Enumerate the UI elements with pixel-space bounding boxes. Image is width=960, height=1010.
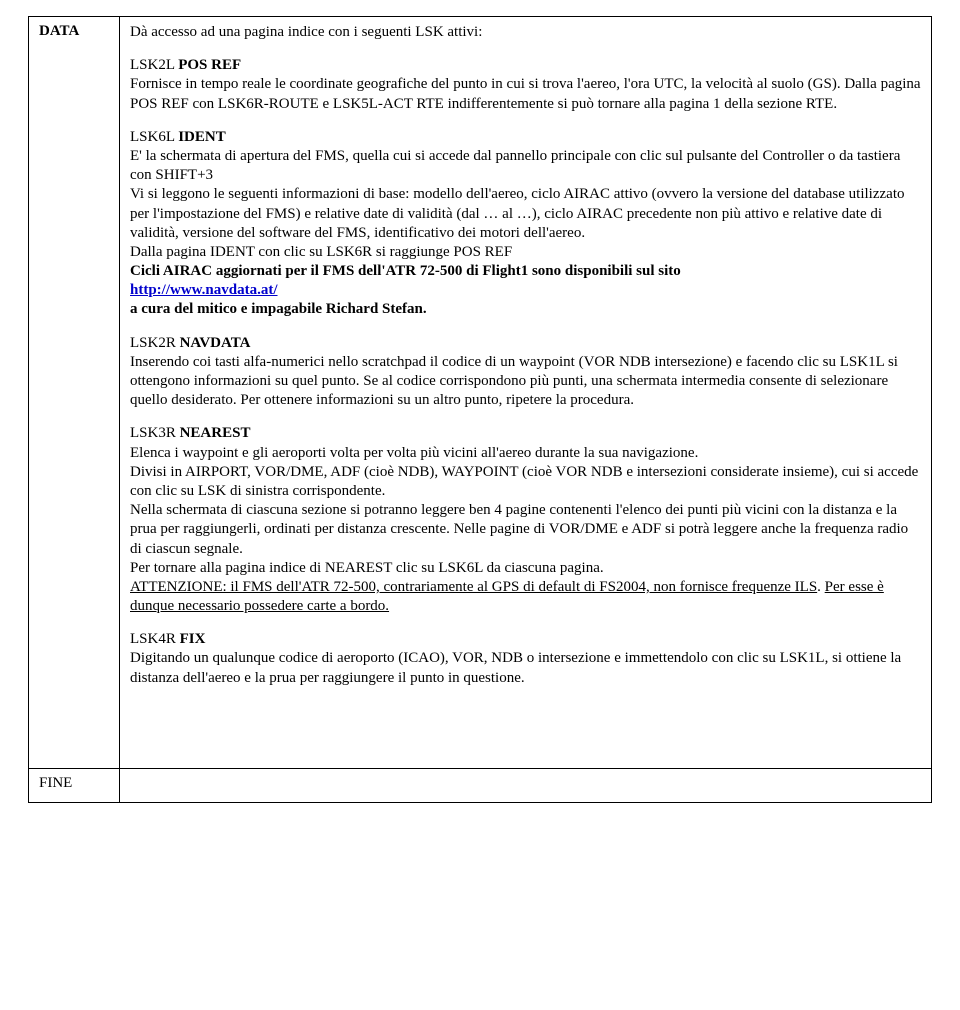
fine-body-cell: [120, 768, 932, 802]
section-title: POS REF: [178, 57, 241, 73]
section-code: LSK6L: [130, 129, 178, 145]
section-body: E' la schermata di apertura del FMS, que…: [130, 147, 921, 185]
section-body: Inserendo coi tasti alfa-numerici nello …: [130, 353, 921, 411]
section-title: FIX: [180, 631, 206, 647]
section-code: LSK3R: [130, 425, 180, 441]
section-body: Per tornare alla pagina indice di NEARES…: [130, 559, 921, 578]
section-code: LSK2L: [130, 57, 178, 73]
section-heading: LSK2R NAVDATA: [130, 334, 921, 353]
section-code: LSK2R: [130, 335, 180, 351]
spacer: [130, 688, 921, 758]
section-warning: ATTENZIONE: il FMS dell'ATR 72-500, cont…: [130, 578, 921, 616]
data-row: DATA Dà accesso ad una pagina indice con…: [29, 17, 932, 769]
section-body: Dalla pagina IDENT con clic su LSK6R si …: [130, 243, 921, 262]
section-title: NAVDATA: [180, 335, 251, 351]
fine-label: FINE: [39, 775, 72, 791]
fine-label-cell: FINE: [29, 768, 120, 802]
section-posref: LSK2L POS REF Fornisce in tempo reale le…: [130, 56, 921, 114]
fine-row: FINE: [29, 768, 932, 802]
warning-underline: ATTENZIONE: il FMS dell'ATR 72-500, cont…: [130, 579, 817, 595]
section-ident: LSK6L IDENT E' la schermata di apertura …: [130, 128, 921, 320]
section-heading: LSK6L IDENT: [130, 128, 921, 147]
row-label: DATA: [39, 23, 79, 39]
page: DATA Dà accesso ad una pagina indice con…: [0, 0, 960, 819]
section-bold-line2: a cura del mitico e impagabile Richard S…: [130, 300, 921, 319]
section-title: IDENT: [178, 129, 226, 145]
row-body-cell: Dà accesso ad una pagina indice con i se…: [120, 17, 932, 769]
section-navdata: LSK2R NAVDATA Inserendo coi tasti alfa-n…: [130, 334, 921, 411]
section-code: LSK4R: [130, 631, 180, 647]
navdata-link[interactable]: http://www.navdata.at/: [130, 282, 278, 298]
section-body: Fornisce in tempo reale le coordinate ge…: [130, 75, 921, 113]
section-bold-line: Cicli AIRAC aggiornati per il FMS dell'A…: [130, 262, 921, 281]
section-title: NEAREST: [180, 425, 251, 441]
row-label-cell: DATA: [29, 17, 120, 769]
section-nearest: LSK3R NEAREST Elenca i waypoint e gli ae…: [130, 424, 921, 616]
section-fix: LSK4R FIX Digitando un qualunque codice …: [130, 630, 921, 688]
intro-block: Dà accesso ad una pagina indice con i se…: [130, 23, 921, 42]
section-body: Vi si leggono le seguenti informazioni d…: [130, 185, 921, 243]
section-heading: LSK3R NEAREST: [130, 424, 921, 443]
section-body: Digitando un qualunque codice di aeropor…: [130, 649, 921, 687]
content-table: DATA Dà accesso ad una pagina indice con…: [28, 16, 932, 803]
section-heading: LSK2L POS REF: [130, 56, 921, 75]
intro-text: Dà accesso ad una pagina indice con i se…: [130, 23, 921, 42]
link-line: http://www.navdata.at/: [130, 281, 921, 300]
section-heading: LSK4R FIX: [130, 630, 921, 649]
section-body: Divisi in AIRPORT, VOR/DME, ADF (cioè ND…: [130, 463, 921, 501]
bold-text: Cicli AIRAC aggiornati per il FMS dell'A…: [130, 263, 681, 279]
warning-post: .: [817, 579, 825, 595]
section-body: Elenca i waypoint e gli aeroporti volta …: [130, 444, 921, 463]
section-body: Nella schermata di ciascuna sezione si p…: [130, 501, 921, 559]
